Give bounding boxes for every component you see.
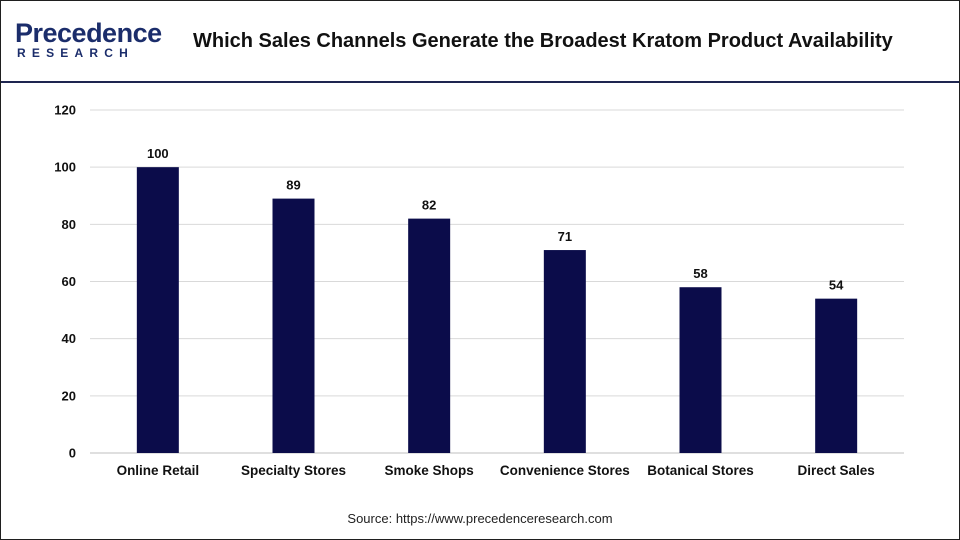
data-label: 100 — [147, 146, 169, 161]
bar — [272, 198, 315, 453]
header: Precedence RESEARCH Which Sales Channels… — [1, 1, 959, 83]
x-category-label: Convenience Stores — [500, 463, 630, 478]
brand-logo: Precedence RESEARCH — [15, 15, 165, 65]
x-category-label: Online Retail — [117, 463, 200, 478]
y-tick-label: 100 — [54, 160, 76, 175]
x-category-label: Smoke Shops — [385, 463, 474, 478]
gridlines — [90, 109, 904, 454]
data-label: 89 — [286, 178, 300, 193]
x-category-label: Specialty Stores — [241, 463, 346, 478]
bar — [408, 218, 451, 453]
data-label: 54 — [829, 278, 844, 293]
x-axis-categories: Online Retail Specialty Stores Smoke Shops… — [117, 463, 875, 478]
logo-main-text: Precedence — [15, 18, 162, 48]
y-tick-label: 20 — [62, 388, 76, 403]
bars — [136, 167, 858, 453]
bar — [136, 167, 179, 453]
y-tick-label: 40 — [62, 331, 76, 346]
y-axis-ticks: 0 20 40 60 80 100 120 — [54, 103, 76, 461]
y-tick-label: 0 — [69, 446, 76, 461]
bar — [679, 287, 722, 453]
bar — [815, 298, 858, 453]
y-tick-label: 60 — [62, 274, 76, 289]
data-label: 82 — [422, 198, 436, 213]
data-labels: 100 89 82 71 58 54 — [147, 146, 844, 292]
x-category-label: Botanical Stores — [647, 463, 754, 478]
logo-sub-text: RESEARCH — [17, 46, 134, 60]
y-tick-label: 80 — [62, 217, 76, 232]
x-category-label: Direct Sales — [798, 463, 875, 478]
source-note: Source: https://www.precedenceresearch.c… — [347, 511, 613, 526]
chart-title: Which Sales Channels Generate the Broade… — [193, 30, 893, 52]
bar — [543, 250, 586, 453]
y-tick-label: 120 — [54, 103, 76, 118]
data-label: 58 — [693, 266, 707, 281]
data-label: 71 — [558, 229, 572, 244]
